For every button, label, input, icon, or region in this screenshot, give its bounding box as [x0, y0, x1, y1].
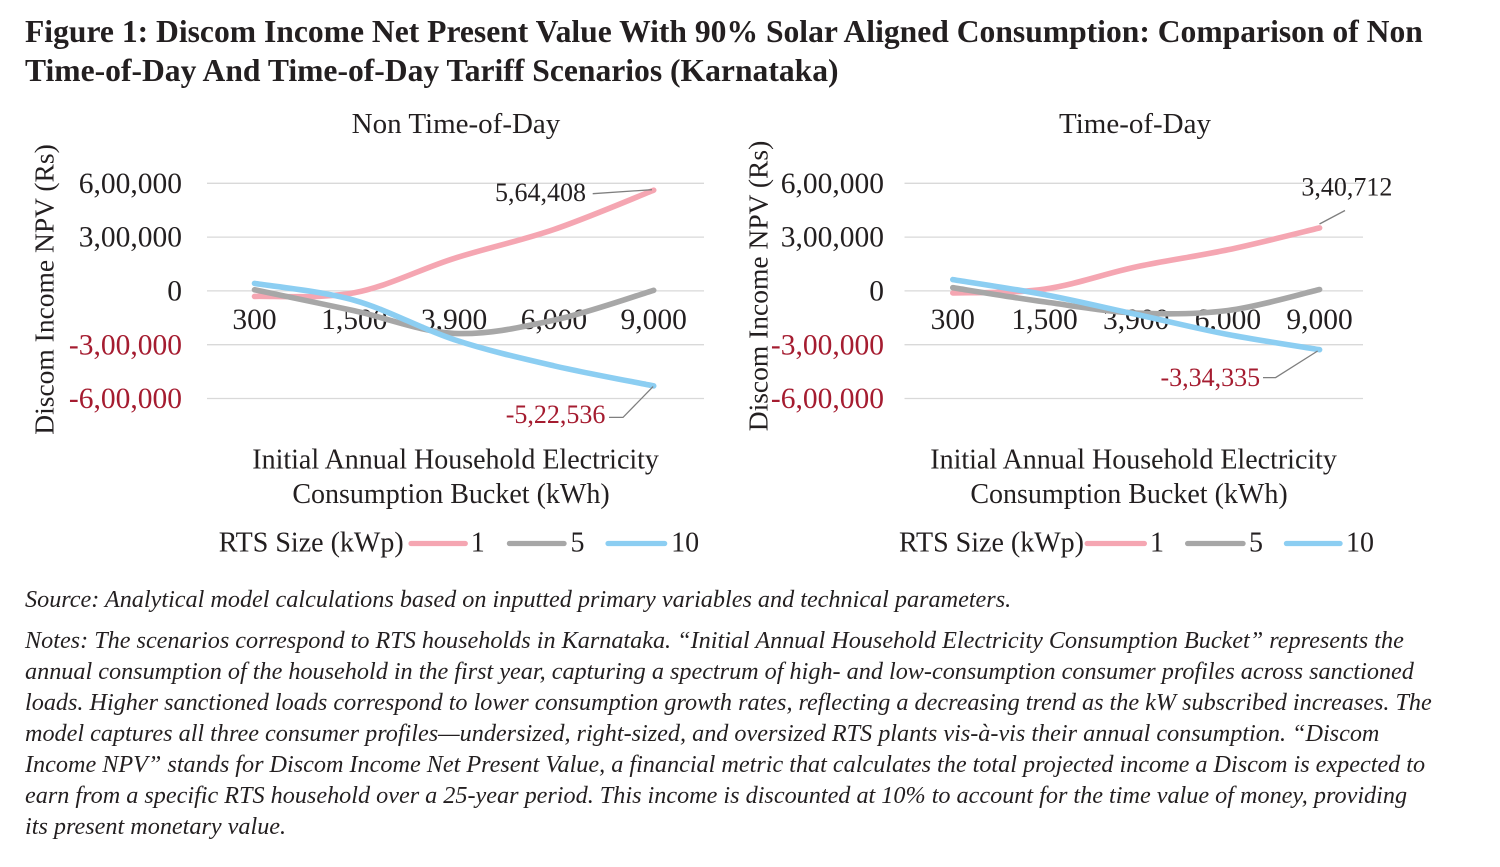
- svg-text:300: 300: [931, 304, 975, 336]
- svg-text:Discom Income NPV (Rs): Discom Income NPV (Rs): [742, 141, 773, 432]
- svg-text:300: 300: [232, 304, 276, 336]
- svg-text:1: 1: [1150, 528, 1164, 559]
- svg-text:-6,00,000: -6,00,000: [771, 383, 884, 415]
- svg-text:10: 10: [1346, 528, 1374, 559]
- svg-text:Initial Annual Household Elect: Initial Annual Household Electricity: [930, 445, 1337, 476]
- svg-text:3,00,000: 3,00,000: [781, 222, 884, 254]
- svg-text:-3,00,000: -3,00,000: [771, 329, 884, 361]
- svg-text:0: 0: [167, 276, 182, 308]
- svg-text:5,64,408: 5,64,408: [495, 178, 586, 207]
- svg-text:-3,34,335: -3,34,335: [1161, 363, 1261, 392]
- svg-text:3,40,712: 3,40,712: [1301, 173, 1392, 202]
- svg-text:Discom Income NPV (Rs): Discom Income NPV (Rs): [28, 144, 59, 435]
- svg-text:Initial Annual Household Elect: Initial Annual Household Electricity: [252, 445, 659, 476]
- svg-text:10: 10: [671, 528, 699, 559]
- svg-text:5: 5: [571, 528, 585, 559]
- svg-text:0: 0: [869, 276, 884, 308]
- svg-text:Consumption Bucket (kWh): Consumption Bucket (kWh): [970, 479, 1287, 510]
- svg-text:Time-of-Day: Time-of-Day: [1059, 108, 1211, 140]
- svg-text:9,000: 9,000: [1286, 304, 1352, 336]
- svg-text:RTS Size (kWp): RTS Size (kWp): [219, 528, 404, 559]
- svg-text:3,00,000: 3,00,000: [79, 222, 182, 254]
- svg-text:9,000: 9,000: [621, 304, 687, 336]
- svg-text:6,00,000: 6,00,000: [781, 168, 884, 200]
- svg-text:-3,00,000: -3,00,000: [69, 329, 182, 361]
- svg-text:-6,00,000: -6,00,000: [69, 383, 182, 415]
- svg-text:6,00,000: 6,00,000: [79, 168, 182, 200]
- svg-text:Non Time-of-Day: Non Time-of-Day: [352, 108, 561, 140]
- svg-text:-5,22,536: -5,22,536: [506, 400, 606, 429]
- svg-text:RTS Size (kWp): RTS Size (kWp): [899, 528, 1084, 559]
- svg-text:Consumption Bucket (kWh): Consumption Bucket (kWh): [292, 479, 609, 510]
- svg-text:1: 1: [471, 528, 485, 559]
- svg-text:1,500: 1,500: [1011, 304, 1077, 336]
- svg-text:5: 5: [1249, 528, 1263, 559]
